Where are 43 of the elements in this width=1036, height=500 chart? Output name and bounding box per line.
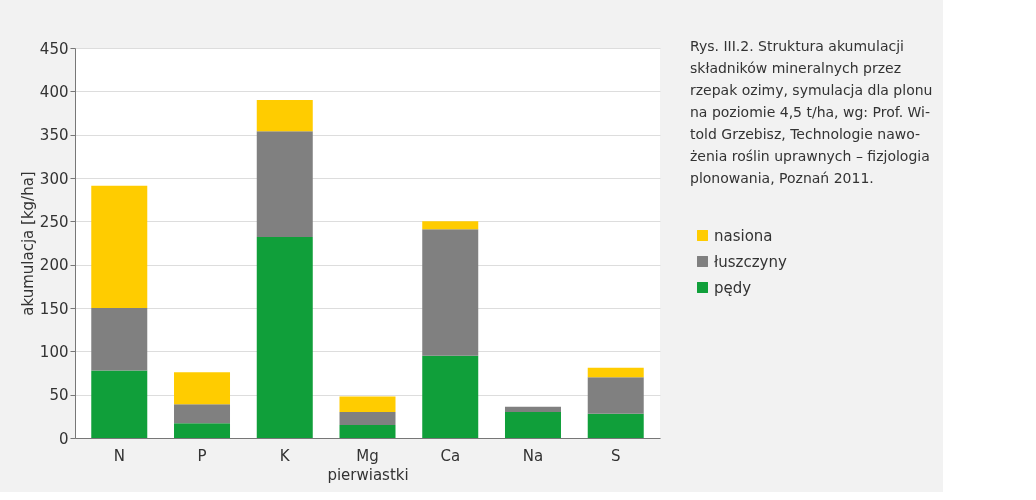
y-tick-label: 200 <box>39 256 69 275</box>
x-tick-label: Ca <box>440 446 461 465</box>
bar <box>422 355 479 438</box>
bar <box>587 367 644 378</box>
bar <box>504 406 561 412</box>
y-tick-label: 350 <box>39 126 69 145</box>
bar <box>587 377 644 414</box>
bar <box>256 131 313 237</box>
y-tick-label: 0 <box>58 429 69 448</box>
y-tick-label: 100 <box>39 342 69 361</box>
bar <box>91 370 148 438</box>
y-tick-label: 50 <box>49 386 69 405</box>
bar <box>339 425 396 438</box>
legend-label: pędy <box>714 278 752 297</box>
y-tick-label: 450 <box>39 39 69 58</box>
bar <box>91 308 148 371</box>
bar <box>174 404 231 424</box>
legend-label: nasiona <box>714 226 773 245</box>
bar <box>422 221 479 230</box>
y-tick-label: 150 <box>39 299 69 318</box>
x-tick-label: Mg <box>356 446 379 465</box>
bar <box>174 372 231 405</box>
bar <box>504 412 561 438</box>
bar <box>422 229 479 356</box>
x-tick-label: N <box>113 446 125 465</box>
y-tick-label: 400 <box>39 82 69 101</box>
x-tick-label: S <box>610 446 621 465</box>
x-tick-label: P <box>197 446 207 465</box>
bar <box>256 236 313 438</box>
bar <box>339 412 396 425</box>
legend-label: łuszczyny <box>714 252 787 271</box>
bar <box>339 396 396 412</box>
y-axis-title: akumulacja [kg/ha] <box>18 171 37 316</box>
y-tick-label: 250 <box>39 212 69 231</box>
x-tick-label: Na <box>522 446 544 465</box>
y-tick-label: 300 <box>39 169 69 188</box>
x-tick-label: K <box>279 446 291 465</box>
text: Rys. III.2. Struktura akumulacji składników mineralnych przez rzepak ozimy, symulacja dla plonu na poziomie 4,5 t/ha, wg: Prof. Wi- told Grzebisz, Technologie nawo- żenia roślin uprawnych – fizjologia plonowania, Poznań 2011. <box>690 38 933 186</box>
bar <box>91 185 148 308</box>
bar <box>174 423 231 438</box>
x-axis-title: pierwiastki <box>327 465 409 484</box>
bar <box>587 413 644 438</box>
bar <box>256 100 313 132</box>
